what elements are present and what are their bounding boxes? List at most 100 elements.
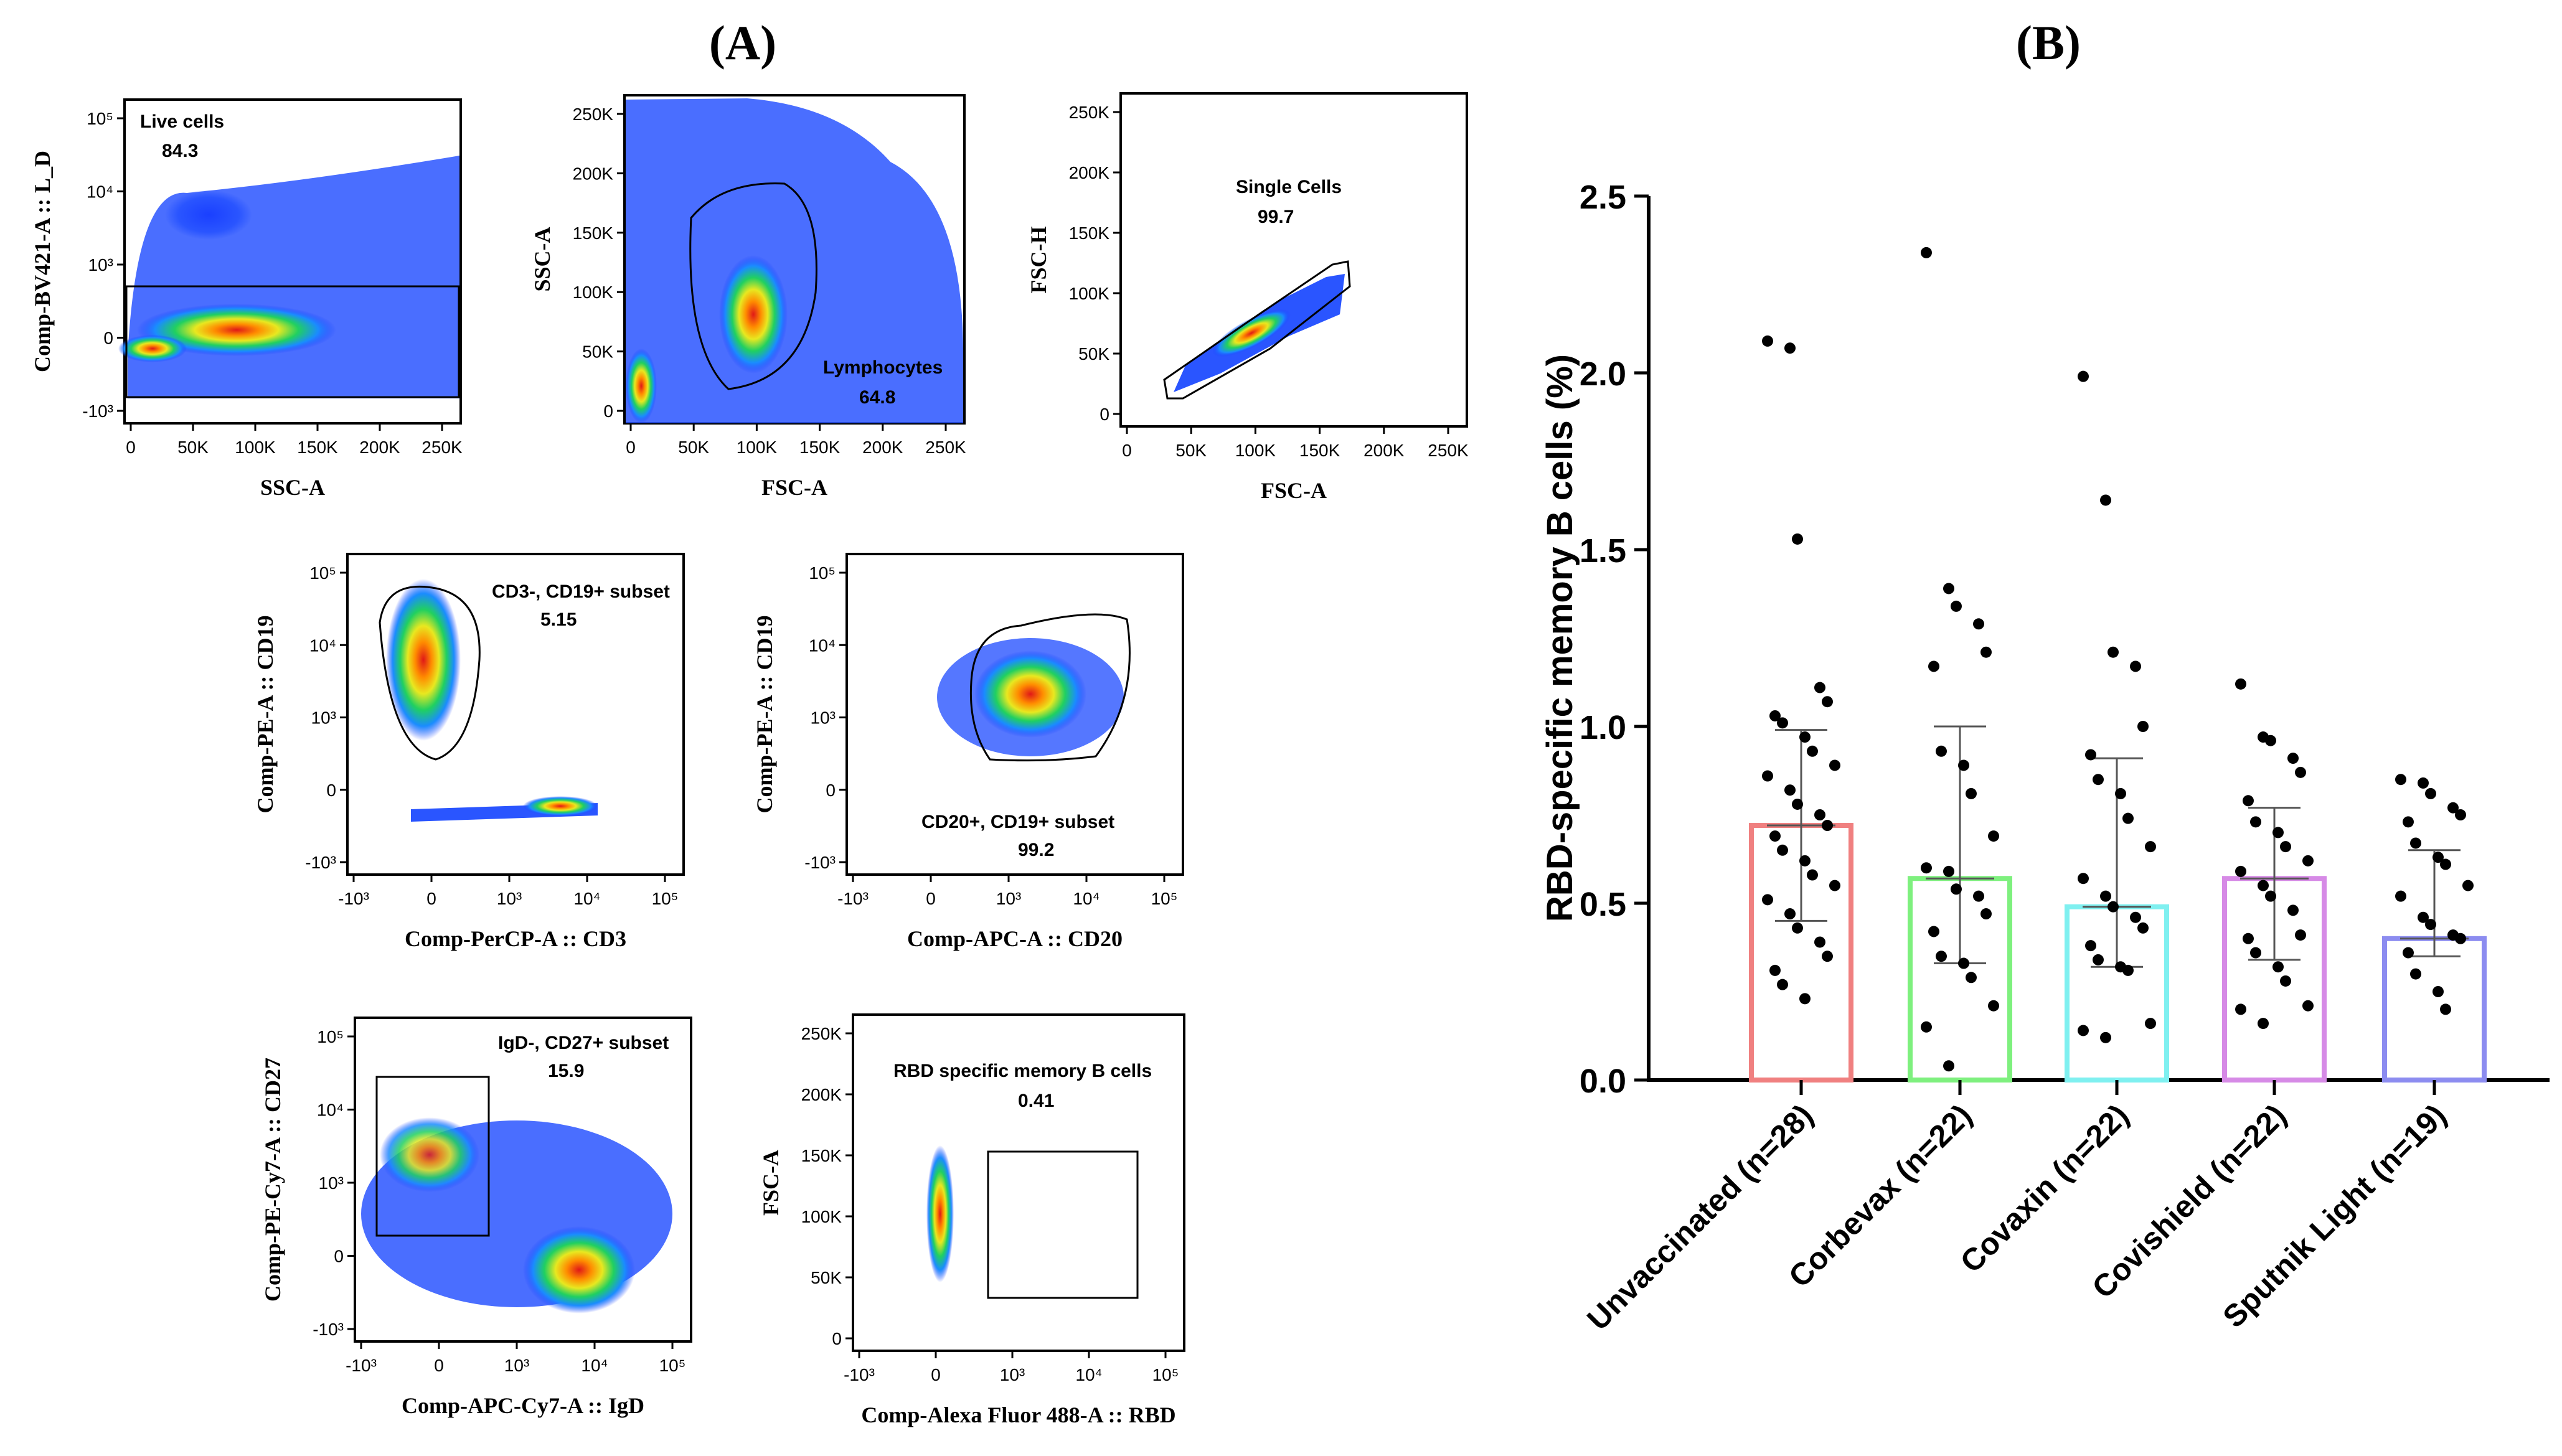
x-tick-label: 10³ bbox=[1000, 1365, 1025, 1384]
data-point bbox=[2410, 968, 2421, 980]
plot-frame bbox=[346, 553, 685, 876]
x-tick-label: 10⁴ bbox=[1073, 889, 1100, 908]
error-bars bbox=[1767, 725, 2469, 968]
data-point bbox=[2440, 858, 2451, 870]
data-point bbox=[2272, 827, 2284, 838]
data-point bbox=[2078, 370, 2089, 382]
gate-label: RBD specific memory B cells bbox=[893, 1061, 1152, 1081]
density-hotspot bbox=[380, 1117, 479, 1192]
data-point bbox=[2425, 919, 2436, 931]
x-tick-label: 150K bbox=[799, 438, 841, 457]
y-tick-label: 10⁴ bbox=[809, 636, 836, 655]
y-tick-label: 10⁵ bbox=[809, 563, 836, 583]
data-point bbox=[1928, 926, 1939, 937]
flow-plots: Live cells 84.3 Lymphocytes 64.8 Single … bbox=[30, 92, 1469, 1427]
x-axis-title: FSC-A bbox=[1261, 478, 1327, 503]
gate-value: 15.9 bbox=[548, 1061, 584, 1081]
data-point bbox=[2272, 961, 2284, 973]
y-tick-label: 10⁴ bbox=[87, 182, 113, 202]
data-point bbox=[1777, 844, 1788, 856]
gate-label: IgD-, CD27+ subset bbox=[498, 1033, 669, 1053]
x-tick-label: 150K bbox=[297, 438, 338, 457]
data-point bbox=[2410, 837, 2421, 849]
y-axis-title: SSC-A bbox=[530, 227, 555, 291]
data-point bbox=[1951, 600, 1962, 612]
data-point bbox=[2455, 932, 2466, 944]
x-tick-label: 250K bbox=[925, 438, 966, 457]
x-tick-label: 10⁵ bbox=[1151, 889, 1178, 908]
x-tick-label: 50K bbox=[1175, 441, 1207, 460]
x-tick-label: -10³ bbox=[844, 1365, 875, 1384]
gate-polygon bbox=[689, 182, 817, 390]
density-hotspot bbox=[118, 335, 187, 362]
density-hotspot bbox=[523, 1226, 635, 1313]
x-tick-label: Covaxin (n=22) bbox=[1954, 1097, 2136, 1279]
y-axis-title: FSC-A bbox=[758, 1150, 783, 1216]
data-point bbox=[1980, 646, 1992, 658]
data-point bbox=[2418, 777, 2429, 789]
data-point bbox=[2403, 947, 2414, 959]
y-tick-label: 250K bbox=[1069, 103, 1110, 122]
y-tick-label: 200K bbox=[801, 1085, 842, 1104]
panel-b-label: (B) bbox=[2016, 16, 2081, 70]
plot-frame bbox=[123, 98, 462, 425]
flow-axes: 0 50K 100K 150K 200K 250K10⁵10⁴10³0-10³SSC-AC… bbox=[30, 103, 1469, 1427]
density-hotspot bbox=[626, 349, 657, 423]
y-tick-label: 2.5 bbox=[1580, 179, 1626, 216]
gate-value: 64.8 bbox=[859, 387, 895, 408]
data-point bbox=[1936, 745, 1947, 757]
data-point bbox=[1973, 890, 1984, 902]
x-tick-label: 250K bbox=[1428, 441, 1469, 460]
gate-value: 99.2 bbox=[1018, 840, 1054, 860]
data-point bbox=[2235, 678, 2246, 690]
data-point bbox=[1943, 865, 1954, 877]
data-point bbox=[2280, 841, 2291, 853]
x-tick-label: 200K bbox=[1363, 441, 1405, 460]
x-tick-label: 100K bbox=[235, 438, 276, 457]
y-tick-label: 0 bbox=[334, 1247, 344, 1266]
data-point bbox=[1792, 533, 1803, 545]
gate-rectangle bbox=[987, 1150, 1139, 1299]
data-point bbox=[1784, 342, 1796, 354]
y-tick-label: 150K bbox=[801, 1146, 842, 1165]
data-point bbox=[2425, 787, 2436, 799]
x-tick-label: 0 bbox=[1122, 441, 1132, 460]
x-tick-label: 10⁵ bbox=[652, 889, 679, 908]
data-point bbox=[1966, 787, 1977, 799]
data-point bbox=[2447, 802, 2459, 814]
x-tick-label: 10³ bbox=[996, 889, 1021, 908]
data-point bbox=[1966, 972, 1977, 984]
data-point bbox=[2250, 816, 2261, 828]
bar-5 bbox=[2382, 936, 2487, 1083]
flow-plot-cd19: CD3-, CD19+ subset 5.15 bbox=[346, 553, 685, 876]
density-cloud bbox=[128, 156, 459, 398]
data-point bbox=[2115, 787, 2126, 799]
x-tick-label: Unvaccinated (n=28) bbox=[1580, 1097, 1819, 1336]
y-tick-label: 200K bbox=[1069, 163, 1110, 182]
flow-plot-cd20: CD20+, CD19+ subset 99.2 bbox=[845, 553, 1184, 876]
data-point bbox=[1799, 855, 1811, 867]
data-point bbox=[1943, 1060, 1954, 1072]
data-point bbox=[1762, 335, 1773, 347]
gate-label: CD20+, CD19+ subset bbox=[921, 812, 1114, 832]
data-point bbox=[1829, 880, 1840, 891]
data-point bbox=[1980, 908, 1992, 920]
data-point bbox=[1829, 759, 1840, 771]
flow-plot-lymphocytes: Lymphocytes 64.8 bbox=[623, 94, 966, 425]
data-point bbox=[1921, 862, 1932, 874]
gate-label: Single Cells bbox=[1236, 177, 1342, 197]
data-point bbox=[2108, 901, 2119, 913]
x-axis-title: Comp-APC-A :: CD20 bbox=[907, 926, 1123, 951]
x-tick-label: 200K bbox=[359, 438, 400, 457]
x-ticks: Unvaccinated (n=28)Corbevax (n=22)Covaxi… bbox=[1580, 1080, 2453, 1337]
data-point bbox=[1762, 770, 1773, 782]
y-tick-label: 0 bbox=[832, 1329, 842, 1348]
x-tick-label: 50K bbox=[678, 438, 709, 457]
y-tick-label: 0.5 bbox=[1580, 886, 1626, 923]
data-point bbox=[2287, 904, 2299, 916]
y-tick-label: 10⁴ bbox=[317, 1101, 344, 1120]
y-tick-label: 50K bbox=[1078, 344, 1109, 364]
density-hotspot bbox=[137, 304, 336, 356]
data-point bbox=[2462, 880, 2474, 891]
plot-frame bbox=[852, 1013, 1185, 1352]
